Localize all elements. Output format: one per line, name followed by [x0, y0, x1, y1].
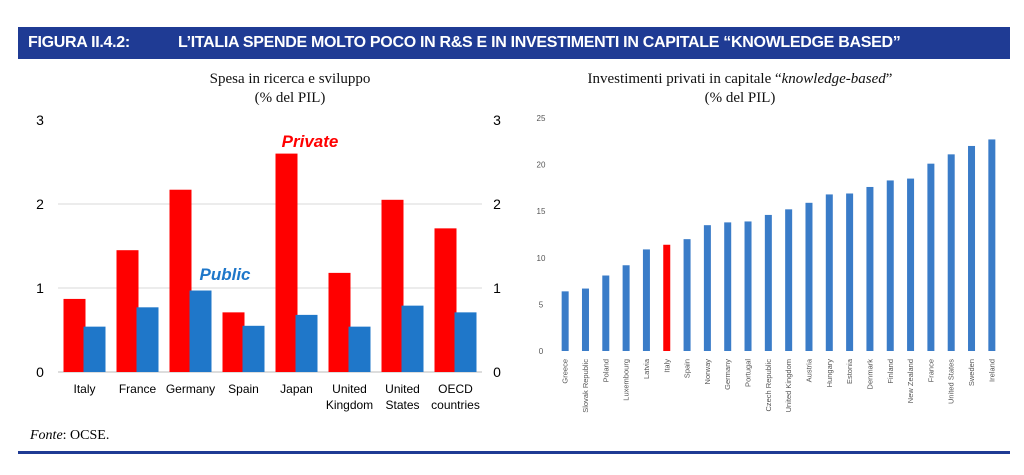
- bar-public-united-kingdom: [348, 326, 371, 372]
- y-tick-left: 1: [36, 280, 44, 296]
- x-tick-label: Finland: [886, 359, 895, 384]
- x-tick-label-2: Kingdom: [326, 398, 373, 412]
- figure-header: FIGURA II.4.2: L’ITALIA SPENDE MOLTO POC…: [18, 27, 1010, 59]
- bar-public-italy: [83, 326, 106, 372]
- source-note: Fonte: OCSE.: [30, 428, 110, 443]
- x-tick-label: Luxembourg: [622, 359, 631, 401]
- x-tick-label: Austria: [804, 358, 813, 382]
- bar-new-zealand: [907, 178, 915, 351]
- bar-private-spain: [222, 312, 245, 372]
- y-tick: 25: [537, 114, 546, 123]
- y-tick: 10: [537, 254, 546, 263]
- bar-private-united-kingdom: [328, 272, 351, 372]
- x-tick-label: Portugal: [744, 359, 753, 387]
- bar-czech-republic: [764, 214, 772, 351]
- x-tick-label: Slovak Republic: [581, 359, 590, 413]
- x-tick-label: France: [119, 382, 157, 396]
- y-tick-right: 2: [493, 196, 501, 212]
- x-tick-label: Norway: [703, 359, 712, 385]
- bar-luxembourg: [622, 265, 630, 351]
- bar-public-oecd-countries: [454, 312, 477, 372]
- bar-poland: [602, 275, 610, 351]
- bar-italy: [663, 244, 671, 351]
- bar-france: [927, 163, 935, 351]
- x-tick-label: United States: [947, 359, 956, 404]
- x-tick-label: Czech Republic: [764, 359, 773, 412]
- y-tick-left: 3: [36, 112, 44, 128]
- bar-hungary: [825, 194, 833, 351]
- x-tick-label: Hungary: [825, 359, 834, 388]
- bar-private-france: [116, 250, 139, 372]
- bar-united-states: [947, 154, 955, 351]
- x-tick-label: Spain: [683, 359, 692, 378]
- bar-united-kingdom: [785, 209, 793, 351]
- right-chart-title: Investimenti privati in capitale “knowle…: [540, 70, 940, 108]
- bar-austria: [805, 202, 813, 351]
- bar-denmark: [866, 186, 874, 351]
- bar-private-germany: [169, 189, 192, 372]
- bar-estonia: [846, 193, 854, 351]
- bar-latvia: [642, 249, 650, 351]
- bar-public-united-states: [401, 305, 424, 372]
- y-tick-right: 0: [493, 364, 501, 380]
- left-chart-title: Spesa in ricerca e sviluppo (% del PIL): [140, 70, 440, 108]
- left-title: Spesa in ricerca e sviluppo: [209, 71, 371, 87]
- x-tick-label: OECD: [438, 382, 473, 396]
- bar-ireland: [988, 139, 996, 351]
- x-tick-label: Germany: [723, 359, 732, 390]
- x-tick-label-2: countries: [431, 398, 480, 412]
- bar-greece: [561, 291, 569, 351]
- x-tick-label: Estonia: [845, 358, 854, 384]
- bar-germany: [724, 222, 732, 351]
- x-tick-label: New Zealand: [906, 359, 915, 403]
- x-tick-label: Japan: [280, 382, 313, 396]
- y-tick: 0: [539, 347, 544, 356]
- x-tick-label: Spain: [228, 382, 259, 396]
- x-tick-label: Denmark: [865, 359, 874, 390]
- bar-public-spain: [242, 325, 265, 372]
- x-tick-label: United: [332, 382, 367, 396]
- bar-public-japan: [295, 314, 318, 372]
- bar-public-france: [136, 307, 159, 372]
- y-tick-right: 3: [493, 112, 501, 128]
- bar-private-oecd-countries: [434, 228, 457, 372]
- x-tick-label: Sweden: [967, 359, 976, 386]
- bottom-rule: [18, 451, 1010, 454]
- figure-number: FIGURA II.4.2:: [28, 34, 130, 51]
- y-tick-right: 1: [493, 280, 501, 296]
- y-tick-left: 2: [36, 196, 44, 212]
- y-tick-left: 0: [36, 364, 44, 380]
- left-subtitle: (% del PIL): [254, 90, 326, 106]
- right-subtitle: (% del PIL): [704, 90, 776, 106]
- y-tick: 20: [537, 161, 546, 170]
- x-tick-label: Poland: [601, 359, 610, 382]
- bar-public-germany: [189, 290, 212, 372]
- bar-portugal: [744, 221, 752, 351]
- x-tick-label: United Kingdom: [784, 359, 793, 412]
- bar-finland: [886, 180, 894, 351]
- x-tick-label: Italy: [662, 359, 671, 373]
- x-tick-label: Latvia: [642, 358, 651, 379]
- bar-private-japan: [275, 153, 298, 372]
- bar-private-italy: [63, 298, 86, 372]
- right-title: Investimenti privati in capitale “knowle…: [587, 71, 893, 87]
- bar-sweden: [968, 145, 976, 351]
- bar-private-united-states: [381, 199, 404, 372]
- x-tick-label: Greece: [561, 359, 570, 384]
- y-tick: 5: [539, 300, 544, 309]
- x-tick-label-2: States: [385, 398, 419, 412]
- bar-slovak-republic: [581, 288, 589, 351]
- x-tick-label: United: [385, 382, 420, 396]
- x-tick-label: Italy: [73, 382, 95, 396]
- x-tick-label: France: [926, 359, 935, 382]
- series-label-private: Private: [282, 132, 339, 151]
- x-tick-label: Germany: [166, 382, 215, 396]
- y-tick: 15: [537, 207, 546, 216]
- bar-spain: [683, 239, 691, 351]
- x-tick-label: Ireland: [987, 359, 996, 382]
- series-label-public: Public: [199, 265, 251, 284]
- figure-title: L’ITALIA SPENDE MOLTO POCO IN R&S E IN I…: [178, 34, 901, 51]
- bar-norway: [703, 225, 711, 351]
